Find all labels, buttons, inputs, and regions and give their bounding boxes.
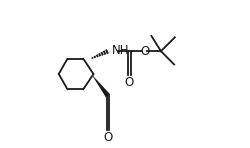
Text: O: O (125, 76, 134, 89)
Text: O: O (104, 131, 113, 144)
Polygon shape (91, 74, 110, 98)
Text: NH: NH (112, 44, 129, 57)
Text: O: O (140, 45, 149, 58)
